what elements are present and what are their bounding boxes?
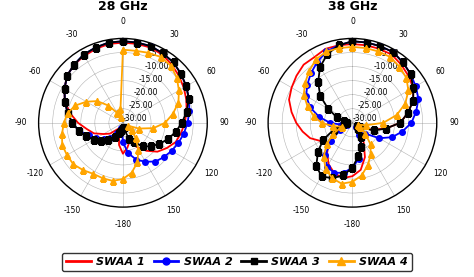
Legend: SWAA 1, SWAA 2, SWAA 3, SWAA 4: SWAA 1, SWAA 2, SWAA 3, SWAA 4 — [62, 253, 412, 271]
Title: 28 GHz: 28 GHz — [98, 0, 148, 13]
Title: 38 GHz: 38 GHz — [328, 0, 377, 13]
